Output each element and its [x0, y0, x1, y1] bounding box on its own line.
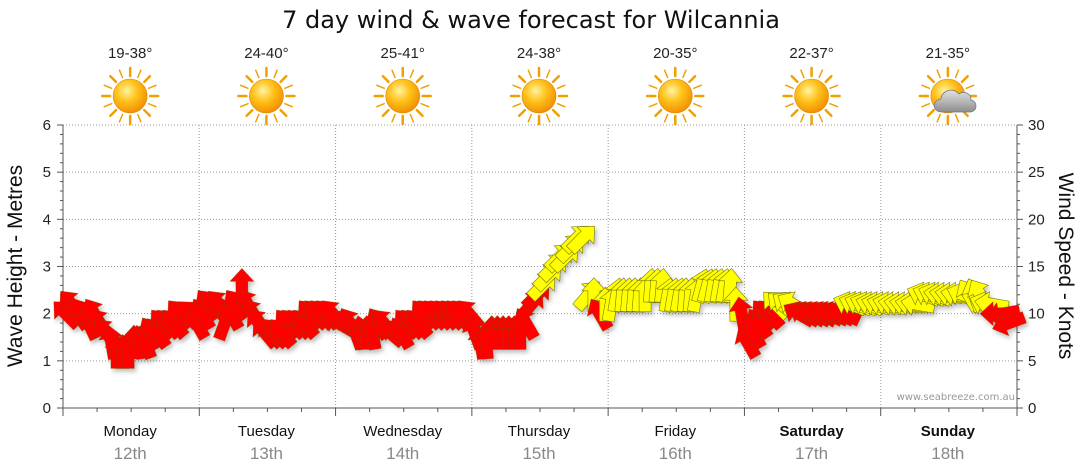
day-date-wednesday: 14th	[386, 444, 419, 463]
temp-range-wednesday: 25-41°	[381, 45, 425, 62]
chart-title: 7 day wind & wave forecast for Wilcannia	[282, 6, 780, 34]
wind-arrow	[565, 225, 595, 255]
y-axis-left-title: Wave Height - Metres	[4, 165, 27, 367]
partly-cloudy-icon	[918, 66, 978, 126]
sun-icon	[237, 66, 296, 126]
y-right-tick-label: 15	[1028, 259, 1045, 276]
y-left-tick-label: 5	[43, 164, 51, 181]
y-left-tick-label: 2	[43, 306, 51, 323]
y-right-tick-label: 10	[1028, 306, 1045, 323]
day-date-monday: 12th	[114, 444, 147, 463]
day-date-tuesday: 13th	[250, 444, 283, 463]
temp-range-friday: 20-35°	[653, 45, 697, 62]
day-date-saturday: 17th	[795, 444, 828, 463]
y-left-tick-label: 3	[43, 259, 51, 276]
day-name-tuesday: Tuesday	[238, 423, 295, 440]
temp-range-saturday: 22-37°	[789, 45, 833, 62]
y-left-tick-label: 4	[43, 211, 51, 228]
gridlines	[63, 124, 1017, 408]
day-name-sunday: Sunday	[921, 423, 976, 440]
axes: 0 1 2 3 4 5 6 0 5 10 15 20 25 30	[43, 117, 1045, 417]
day-name-thursday: Thursday	[508, 423, 571, 440]
y-axis-right-title: Wind Speed - Knots	[1054, 173, 1077, 360]
y-left-tick-label: 6	[43, 117, 51, 134]
y-left-tick-label: 0	[43, 400, 51, 417]
sun-icon	[373, 66, 432, 126]
day-date-thursday: 15th	[522, 444, 555, 463]
wind-arrow	[717, 268, 744, 304]
wind-arrows	[53, 225, 1027, 369]
temp-range-sunday: 21-35°	[926, 45, 970, 62]
wind-arrow	[992, 311, 1027, 337]
temp-range-thursday: 24-38°	[517, 45, 561, 62]
y-right-tick-label: 30	[1028, 117, 1045, 134]
day-labels: Monday 12th Tuesday 13th Wednesday 14th Thursd…	[103, 423, 975, 463]
sun-icon	[100, 66, 160, 126]
sun-icon	[646, 66, 705, 126]
temp-range-tuesday: 24-40°	[244, 45, 288, 62]
day-name-saturday: Saturday	[779, 423, 844, 440]
day-name-monday: Monday	[103, 423, 157, 440]
y-right-tick-label: 20	[1028, 211, 1045, 228]
temp-range-monday: 19-38°	[108, 45, 152, 62]
day-date-sunday: 18th	[931, 444, 964, 463]
sun-icon	[509, 66, 569, 126]
day-date-friday: 16th	[659, 444, 692, 463]
sun-icon	[782, 66, 841, 126]
day-headers: 19-38° 24-40° 25-41° 24-38° 20-35° 22-37° 21-3…	[100, 45, 978, 126]
cloud-shape	[933, 89, 977, 113]
y-right-tick-label: 0	[1028, 400, 1036, 417]
day-name-friday: Friday	[654, 423, 696, 440]
y-right-tick-label: 25	[1028, 164, 1045, 181]
credit-text: www.seabreeze.com.au	[897, 392, 1015, 403]
y-right-tick-label: 5	[1028, 353, 1036, 370]
y-left-tick-label: 1	[43, 353, 51, 370]
day-name-wednesday: Wednesday	[363, 423, 442, 440]
